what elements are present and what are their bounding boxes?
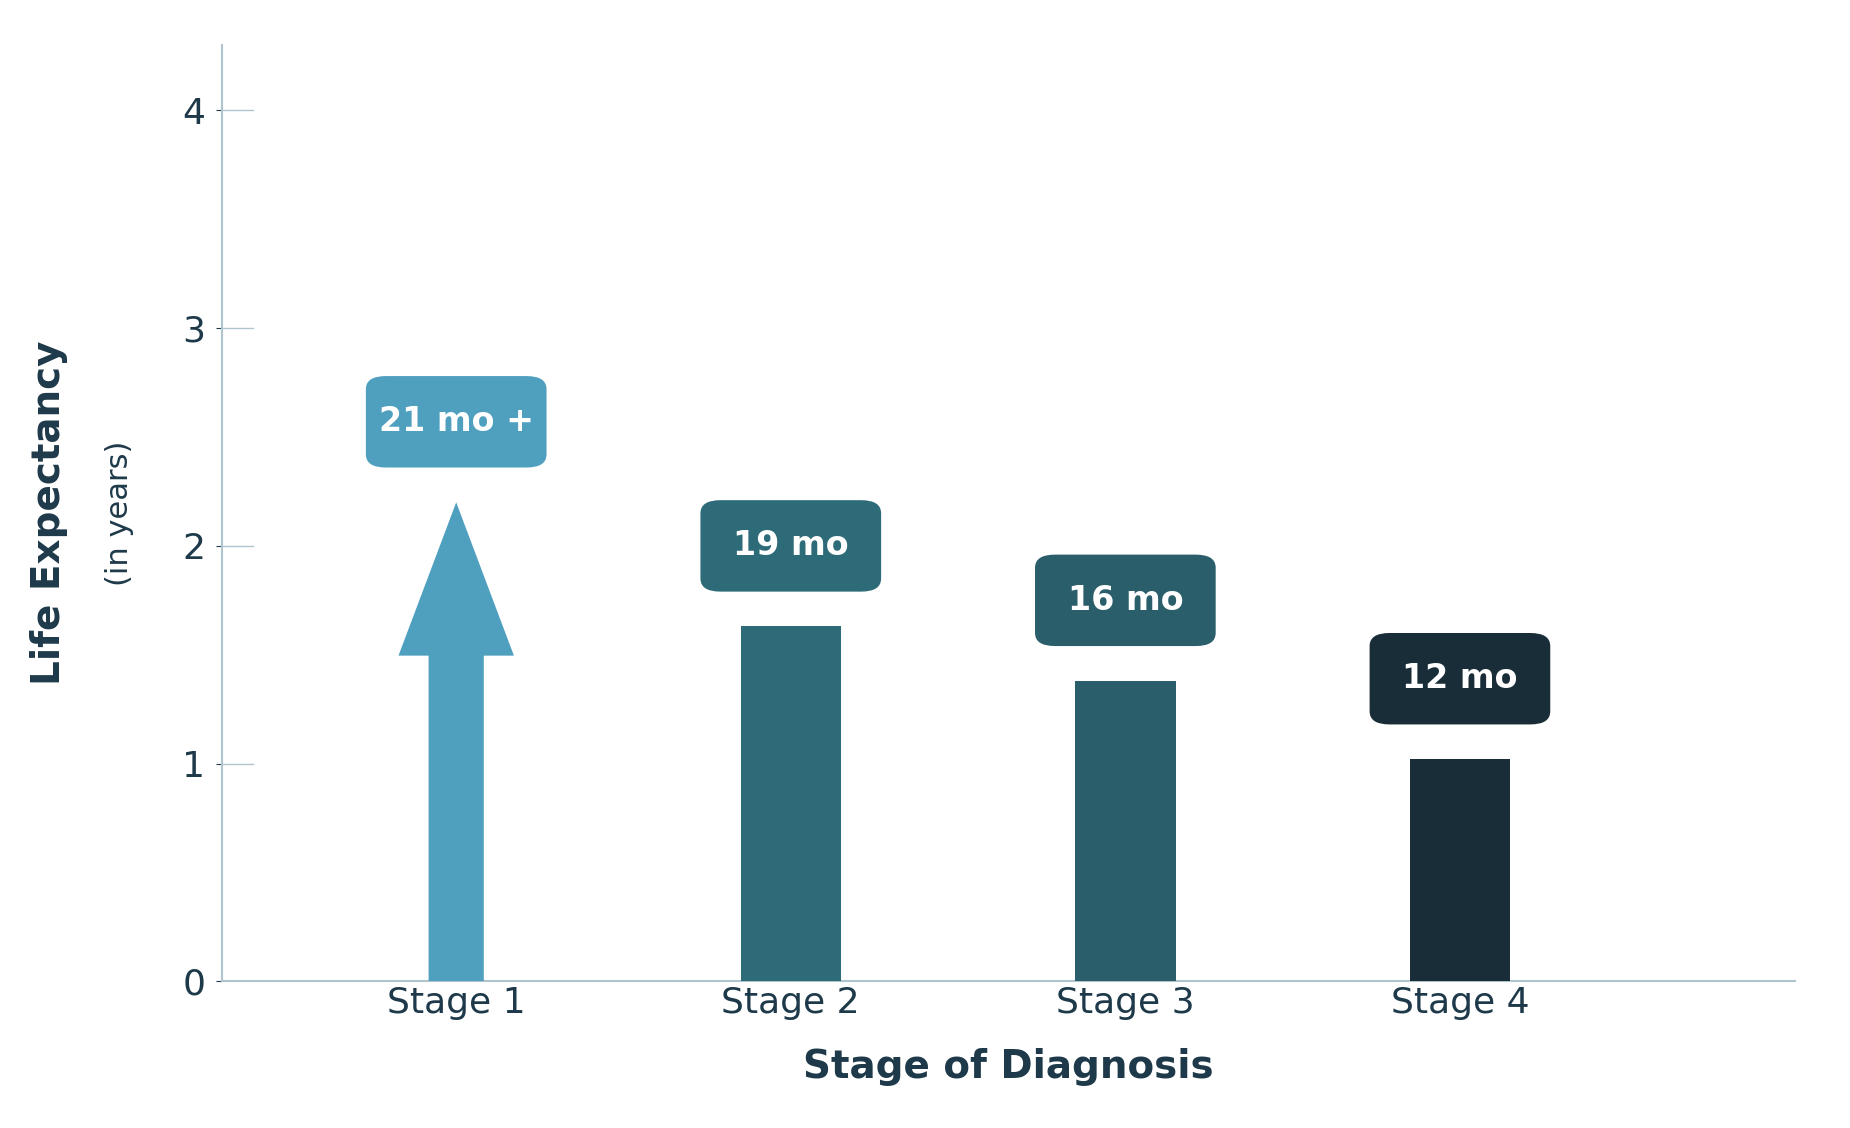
Text: 12 mo: 12 mo — [1402, 662, 1517, 695]
Text: 19 mo: 19 mo — [733, 529, 849, 563]
Text: 16 mo: 16 mo — [1067, 584, 1184, 617]
FancyBboxPatch shape — [701, 500, 881, 591]
FancyBboxPatch shape — [1369, 633, 1550, 724]
Text: Life Expectancy: Life Expectancy — [30, 341, 68, 686]
Bar — [1410, 759, 1510, 981]
FancyBboxPatch shape — [366, 376, 546, 467]
Text: (in years): (in years) — [105, 441, 135, 585]
X-axis label: Stage of Diagnosis: Stage of Diagnosis — [803, 1048, 1214, 1086]
FancyBboxPatch shape — [1034, 555, 1215, 646]
Bar — [740, 626, 842, 981]
Bar — [1075, 681, 1175, 981]
Polygon shape — [398, 502, 514, 981]
Text: 21 mo +: 21 mo + — [379, 405, 533, 439]
